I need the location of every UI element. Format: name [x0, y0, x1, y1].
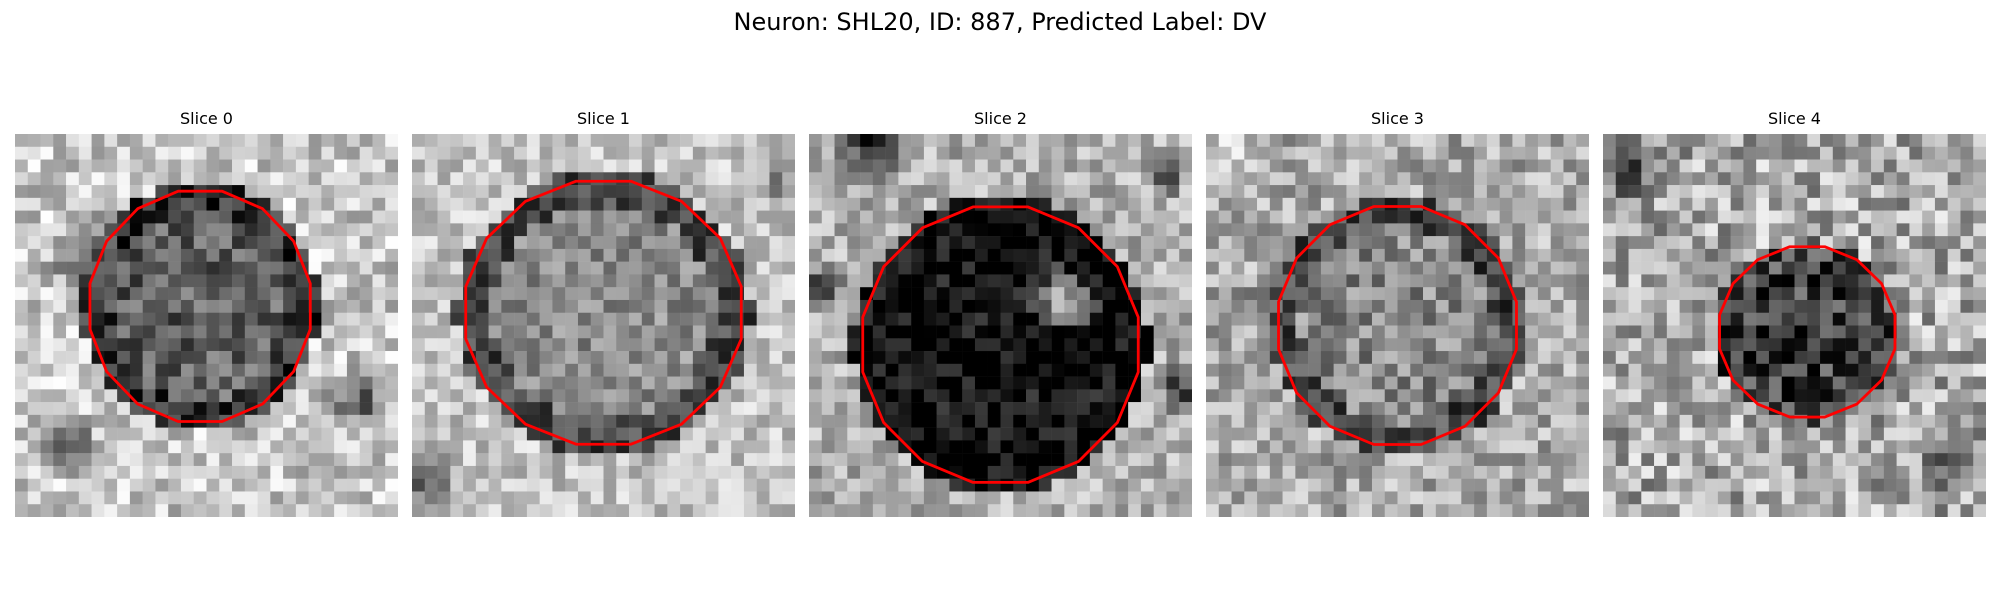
segmentation-contour-4 — [1718, 245, 1897, 419]
slice-title-2: Slice 2 — [974, 109, 1027, 128]
segmentation-contour-2 — [861, 205, 1140, 484]
slice-image-4 — [1603, 134, 1986, 517]
figure-title: Neuron: SHL20, ID: 887, Predicted Label:… — [733, 8, 1267, 36]
slice-image-1 — [412, 134, 795, 517]
slice-image-2 — [809, 134, 1192, 517]
segmentation-contour-0 — [88, 189, 312, 423]
slice-panel-2: Slice 2 — [809, 108, 1192, 521]
slice-title-4: Slice 4 — [1768, 109, 1821, 128]
slice-title-3: Slice 3 — [1371, 109, 1424, 128]
slice-title-1: Slice 1 — [577, 109, 630, 128]
slice-panel-4: Slice 4 — [1603, 108, 1986, 521]
segmentation-contour-3 — [1277, 205, 1518, 446]
slice-title-0: Slice 0 — [180, 109, 233, 128]
slice-panel-1: Slice 1 — [412, 108, 795, 521]
slice-image-0 — [15, 134, 398, 517]
slice-panel-0: Slice 0 — [15, 108, 398, 521]
slice-panel-3: Slice 3 — [1206, 108, 1589, 521]
slice-image-3 — [1206, 134, 1589, 517]
segmentation-contour-1 — [464, 179, 743, 446]
